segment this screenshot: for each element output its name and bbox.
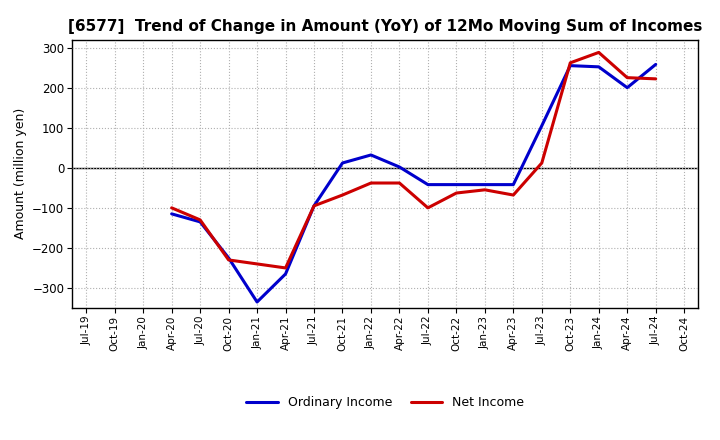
Ordinary Income bbox=[423, 182, 432, 187]
Net Income bbox=[652, 76, 660, 81]
Net Income bbox=[196, 217, 204, 223]
Ordinary Income bbox=[452, 182, 461, 187]
Net Income bbox=[310, 203, 318, 209]
Net Income bbox=[452, 191, 461, 196]
Ordinary Income bbox=[395, 165, 404, 170]
Title: [6577]  Trend of Change in Amount (YoY) of 12Mo Moving Sum of Incomes: [6577] Trend of Change in Amount (YoY) o… bbox=[68, 19, 703, 34]
Net Income bbox=[480, 187, 489, 192]
Ordinary Income bbox=[366, 152, 375, 158]
Net Income bbox=[282, 265, 290, 271]
Ordinary Income bbox=[310, 203, 318, 209]
Net Income bbox=[395, 180, 404, 186]
Net Income bbox=[595, 50, 603, 55]
Line: Ordinary Income: Ordinary Income bbox=[171, 64, 656, 302]
Line: Net Income: Net Income bbox=[171, 52, 656, 268]
Ordinary Income bbox=[595, 64, 603, 70]
Ordinary Income bbox=[225, 255, 233, 260]
Net Income bbox=[167, 205, 176, 210]
Ordinary Income bbox=[167, 211, 176, 216]
Net Income bbox=[366, 180, 375, 186]
Ordinary Income bbox=[196, 219, 204, 224]
Net Income bbox=[423, 205, 432, 210]
Ordinary Income bbox=[253, 299, 261, 304]
Net Income bbox=[338, 192, 347, 198]
Y-axis label: Amount (million yen): Amount (million yen) bbox=[14, 108, 27, 239]
Net Income bbox=[253, 261, 261, 267]
Ordinary Income bbox=[338, 160, 347, 165]
Ordinary Income bbox=[282, 271, 290, 277]
Ordinary Income bbox=[509, 182, 518, 187]
Net Income bbox=[537, 160, 546, 165]
Net Income bbox=[623, 75, 631, 80]
Ordinary Income bbox=[623, 85, 631, 90]
Ordinary Income bbox=[480, 182, 489, 187]
Ordinary Income bbox=[652, 62, 660, 67]
Legend: Ordinary Income, Net Income: Ordinary Income, Net Income bbox=[241, 392, 529, 414]
Net Income bbox=[509, 192, 518, 198]
Ordinary Income bbox=[537, 123, 546, 128]
Net Income bbox=[225, 257, 233, 263]
Net Income bbox=[566, 60, 575, 66]
Ordinary Income bbox=[566, 63, 575, 68]
